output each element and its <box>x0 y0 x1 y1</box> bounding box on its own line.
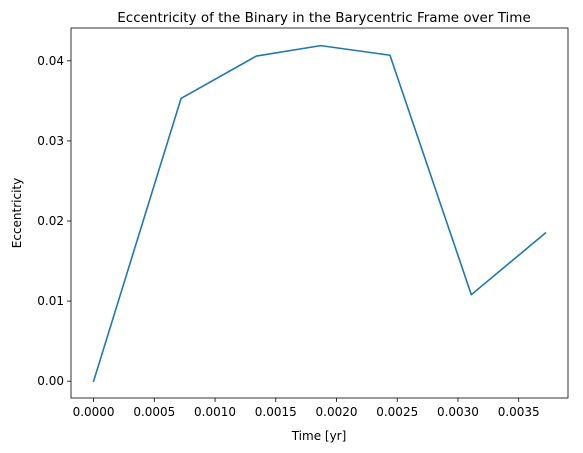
chart-title: Eccentricity of the Binary in the Baryce… <box>117 10 531 26</box>
x-tick-label: 0.0035 <box>498 405 540 419</box>
x-tick-label: 0.0020 <box>316 405 358 419</box>
x-tick-label: 0.0030 <box>437 405 479 419</box>
y-tick-label: 0.03 <box>37 134 64 148</box>
y-axis-label: Eccentricity <box>10 178 24 248</box>
y-tick-label: 0.02 <box>37 214 64 228</box>
x-axis-label: Time [yr] <box>291 429 347 443</box>
x-tick-label: 0.0025 <box>376 405 418 419</box>
series-group <box>92 44 547 383</box>
y-tick-label: 0.01 <box>37 294 64 308</box>
y-axis: 0.00 0.01 0.02 0.03 0.04 <box>37 54 71 388</box>
x-tick-label: 0.0005 <box>133 405 175 419</box>
x-tick-label: 0.0015 <box>255 405 297 419</box>
plot-frame <box>70 27 569 399</box>
x-tick-label: 0.0010 <box>194 405 236 419</box>
y-tick-label: 0.04 <box>37 54 64 68</box>
x-tick-label: 0.0000 <box>73 405 115 419</box>
x-axis: 0.0000 0.0005 0.0010 0.0015 0.0020 0.0025 0.00… <box>73 398 540 419</box>
series-line <box>92 44 547 383</box>
y-tick-label: 0.00 <box>37 374 64 388</box>
